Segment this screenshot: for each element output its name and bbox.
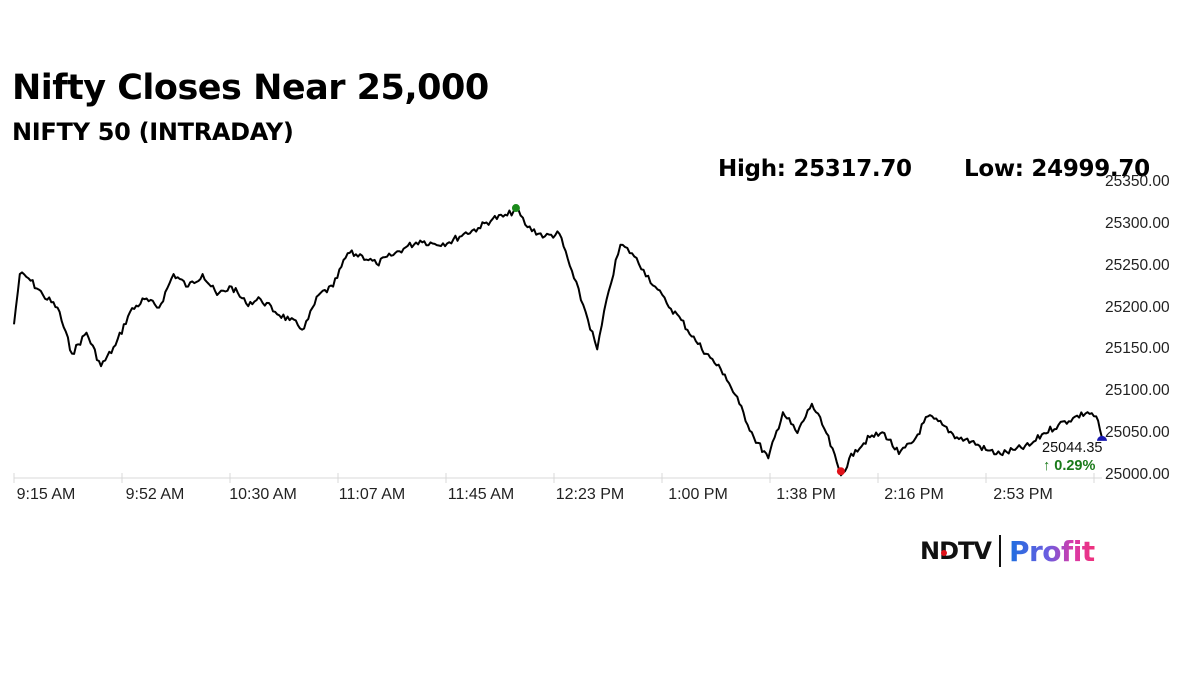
y-tick-label: 25000.00 [1105,466,1170,483]
last-price-value: 25044.35 [1042,440,1103,456]
x-tick-label: 1:00 PM [668,486,728,503]
day-high-label: High: 25317.70 [718,156,912,182]
y-tick-label: 25300.00 [1105,214,1170,232]
price-line [13,208,1103,477]
ndtv-profit-logo: NDTV Profit [920,533,1095,569]
x-tick-label: 11:45 AM [447,486,515,503]
y-tick-label: 25200.00 [1105,298,1170,316]
last-price-change: ↑ 0.29% [1043,458,1096,474]
y-tick-label: 25100.00 [1105,382,1170,400]
chart-title: Nifty Closes Near 25,000 [12,68,489,108]
profit-wordmark: Profit [1008,534,1095,568]
logo-divider [998,535,1001,567]
y-tick-label: 25250.00 [1105,256,1170,274]
y-tick-label: 25150.00 [1105,340,1170,358]
x-tick-label: 2:53 PM [993,486,1053,503]
high-marker [511,204,520,213]
x-tick-label: 10:30 AM [229,486,297,503]
x-tick-label: 12:23 PM [555,486,625,503]
low-marker [836,467,845,476]
x-tick-label: 9:52 AM [125,486,185,503]
x-tick-label: 11:07 AM [338,486,406,503]
x-tick-label: 1:38 PM [776,486,836,503]
y-tick-label: 25050.00 [1105,424,1170,442]
x-tick-label: 2:16 PM [884,486,944,503]
chart-subtitle: NIFTY 50 (INTRADAY) [12,118,294,146]
x-axis [13,473,1102,483]
x-tick-label: 9:15 AM [16,486,76,503]
y-tick-label: 25350.00 [1105,173,1170,190]
day-low-label: Low: 24999.70 [964,156,1150,182]
ndtv-wordmark: NDTV [920,537,992,565]
ndtv-red-dot-icon [941,550,947,556]
last-price-marker [1097,435,1107,441]
